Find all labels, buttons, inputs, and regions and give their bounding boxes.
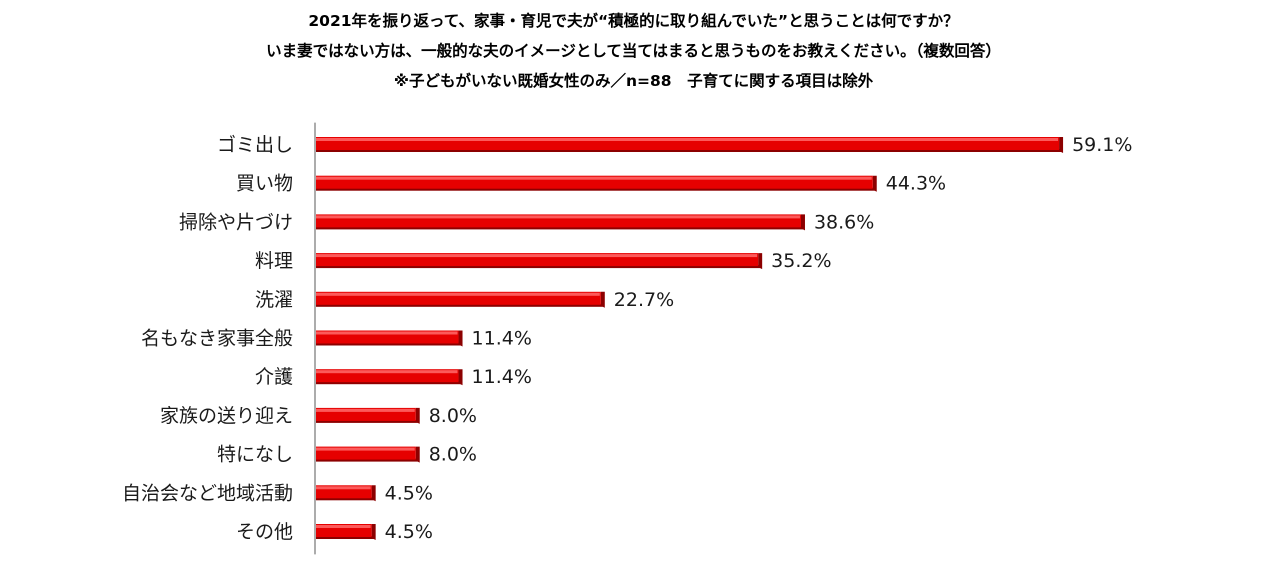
value-label: 11.4% — [472, 328, 532, 350]
category-label: 自治会など地域活動 — [122, 482, 293, 504]
bar-group — [316, 291, 605, 308]
category-label: 名もなき家事全般 — [141, 328, 293, 350]
bar-bottom-edge — [316, 187, 875, 191]
bar-side — [371, 524, 376, 540]
bar-highlight — [316, 525, 371, 528]
bar-side — [872, 175, 877, 192]
category-label: 介護 — [255, 366, 293, 388]
bar-group — [316, 330, 463, 347]
chart-title-block: 2021年を振り返って、家事・育児で夫が“積極的に取り組んでいた”と思うことは何… — [0, 6, 1267, 96]
bar-highlight — [316, 447, 415, 451]
bar-highlight — [316, 370, 458, 374]
bar-group — [316, 485, 376, 502]
bar-bottom-edge — [316, 458, 418, 462]
bar-side — [600, 291, 605, 308]
bar-bottom-edge — [316, 265, 761, 269]
category-label: 特になし — [217, 444, 293, 466]
value-label: 4.5% — [385, 482, 433, 504]
bar-group — [316, 175, 877, 192]
bar-side — [800, 214, 805, 231]
value-label: 22.7% — [614, 289, 674, 311]
bar-highlight — [316, 254, 758, 258]
chart-note: ※子どもがいない既婚女性のみ／n=88 子育てに関する項目は除外 — [393, 72, 874, 90]
bar-bottom-edge — [316, 342, 461, 346]
bar-side — [458, 330, 463, 347]
bar-group — [316, 137, 1064, 153]
chart-subtitle: いま妻ではない方は、一般的な夫のイメージとして当てはまると思うものをお教えくださ… — [266, 42, 1001, 60]
bar-group — [316, 214, 805, 231]
bar-group — [316, 253, 763, 270]
value-label: 44.3% — [886, 173, 946, 195]
bar-bottom-edge — [316, 149, 1062, 152]
chart-title: 2021年を振り返って、家事・育児で夫が“積極的に取り組んでいた”と思うことは何… — [308, 12, 959, 30]
bar-side — [415, 407, 420, 424]
value-label: 11.4% — [472, 366, 532, 388]
bar-bottom-edge — [316, 497, 374, 501]
category-label: 料理 — [255, 250, 293, 272]
bar-highlight — [316, 176, 872, 180]
value-label: 4.5% — [385, 521, 433, 543]
bar-side — [415, 446, 420, 463]
value-label: 8.0% — [429, 405, 477, 427]
bar-highlight — [316, 486, 371, 490]
bar-group — [316, 407, 420, 424]
category-label: 掃除や片づけ — [179, 211, 293, 233]
bar-side — [371, 485, 376, 502]
bar-bottom-edge — [316, 226, 803, 230]
bar-group — [316, 369, 463, 386]
value-label: 38.6% — [814, 211, 874, 233]
bar-group — [316, 446, 420, 463]
value-label: 8.0% — [429, 444, 477, 466]
bar-highlight — [316, 215, 800, 219]
category-label: その他 — [236, 521, 293, 543]
bar-side — [458, 369, 463, 386]
bar-bottom-edge — [316, 303, 603, 307]
bar-side — [1059, 137, 1064, 153]
value-label: 35.2% — [771, 250, 831, 272]
bar-highlight — [316, 138, 1059, 141]
category-label: 洗濯 — [255, 289, 293, 311]
bar-bottom-edge — [316, 381, 461, 385]
category-label: 家族の送り迎え — [160, 405, 293, 427]
category-label: 買い物 — [236, 173, 293, 195]
bar-highlight — [316, 408, 415, 412]
bar-bottom-edge — [316, 536, 374, 539]
bar-side — [758, 253, 763, 270]
bar-bottom-edge — [316, 419, 418, 423]
category-label: ゴミ出し — [217, 134, 293, 156]
bar-highlight — [316, 292, 600, 296]
bar-group — [316, 524, 376, 540]
bar-highlight — [316, 331, 458, 335]
value-label: 59.1% — [1072, 134, 1132, 156]
